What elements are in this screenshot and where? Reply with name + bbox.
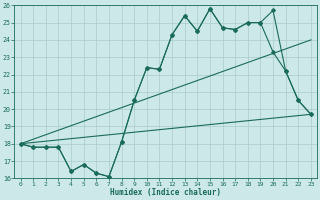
X-axis label: Humidex (Indice chaleur): Humidex (Indice chaleur) xyxy=(110,188,221,197)
